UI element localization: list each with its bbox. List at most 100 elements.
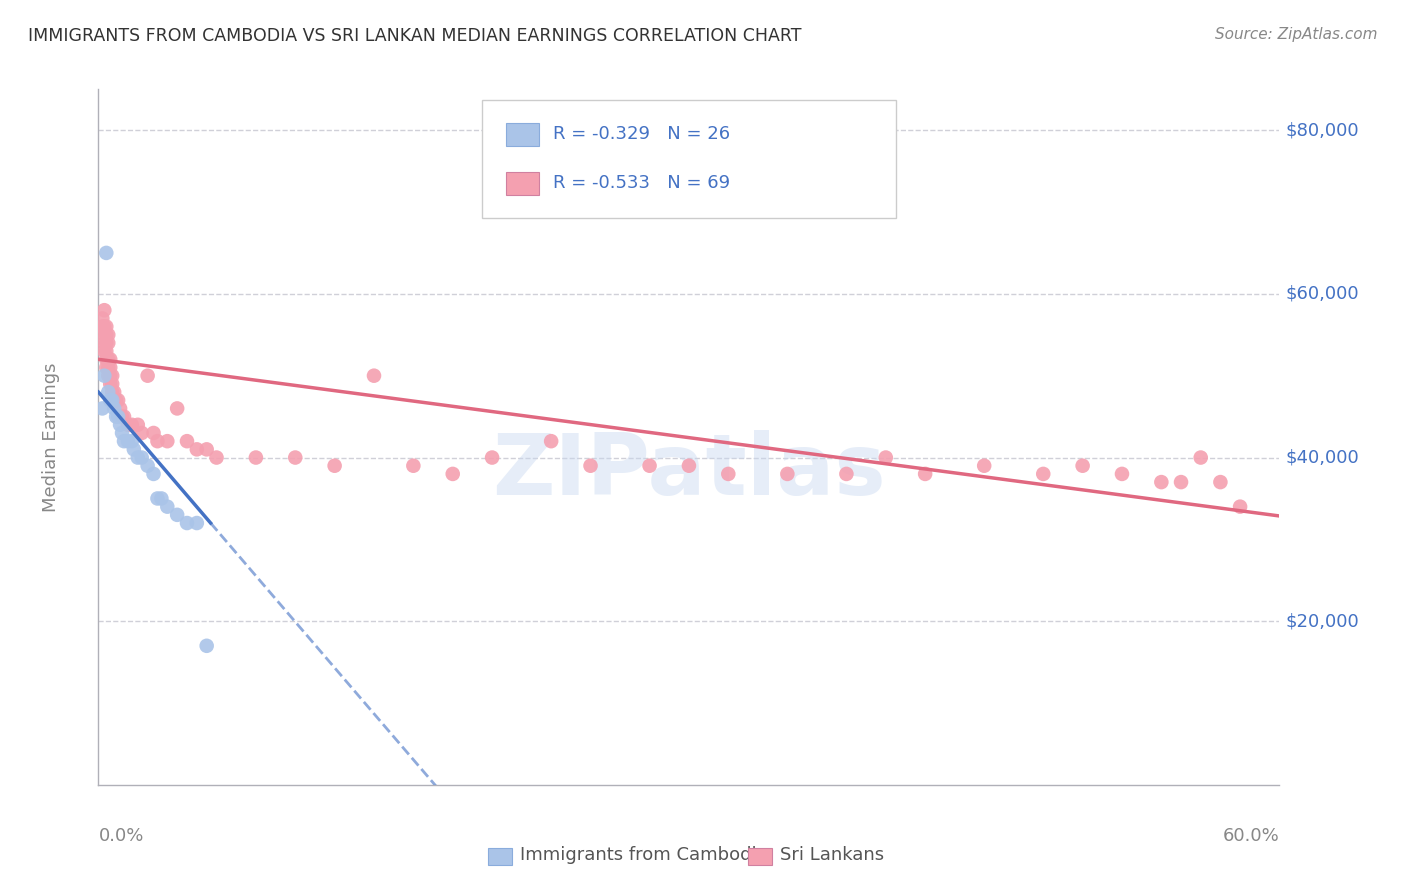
Point	[122, 442, 145, 457]
Point	[481, 450, 503, 465]
Point	[1170, 475, 1192, 489]
Point	[98, 393, 121, 408]
Point	[176, 516, 198, 530]
Point	[98, 360, 121, 375]
Point	[363, 368, 385, 383]
Point	[776, 467, 799, 481]
Point	[101, 368, 124, 383]
Point	[98, 376, 121, 391]
Point	[678, 458, 700, 473]
Point	[131, 425, 153, 440]
Point	[108, 417, 131, 432]
Point	[93, 335, 115, 350]
Point	[195, 442, 218, 457]
Point	[108, 401, 131, 416]
Text: Sri Lankans: Sri Lankans	[780, 847, 884, 864]
Text: $20,000: $20,000	[1285, 612, 1360, 631]
Point	[117, 434, 139, 449]
Point	[186, 442, 208, 457]
Point	[142, 425, 165, 440]
Point	[835, 467, 858, 481]
Point	[973, 458, 995, 473]
Point	[93, 319, 115, 334]
Point	[638, 458, 661, 473]
Text: Median Earnings: Median Earnings	[42, 362, 60, 512]
Point	[93, 327, 115, 342]
Point	[166, 508, 188, 522]
Point	[96, 327, 118, 342]
Point	[96, 352, 118, 367]
Point	[914, 467, 936, 481]
Bar	[748, 847, 772, 865]
Point	[121, 417, 143, 432]
Text: 0.0%: 0.0%	[98, 827, 143, 845]
Point	[284, 450, 307, 465]
Point	[96, 319, 118, 334]
Point	[96, 344, 118, 359]
Point	[146, 491, 169, 506]
Point	[111, 425, 134, 440]
Point	[98, 368, 121, 383]
Point	[97, 360, 120, 375]
Point	[112, 409, 135, 424]
Point	[402, 458, 425, 473]
Point	[107, 409, 129, 424]
Point	[875, 450, 897, 465]
Point	[103, 401, 125, 416]
Text: IMMIGRANTS FROM CAMBODIA VS SRI LANKAN MEDIAN EARNINGS CORRELATION CHART: IMMIGRANTS FROM CAMBODIA VS SRI LANKAN M…	[28, 27, 801, 45]
Bar	[488, 847, 512, 865]
Point	[97, 352, 120, 367]
Point	[97, 385, 120, 400]
Text: 60.0%: 60.0%	[1223, 827, 1279, 845]
Point	[93, 303, 115, 318]
Point	[186, 516, 208, 530]
Point	[105, 409, 128, 424]
Point	[96, 246, 118, 260]
Text: ZIPatlas: ZIPatlas	[492, 430, 886, 514]
Point	[96, 335, 118, 350]
Point	[323, 458, 346, 473]
FancyBboxPatch shape	[482, 100, 896, 218]
Point	[1111, 467, 1133, 481]
Text: $40,000: $40,000	[1285, 449, 1360, 467]
Point	[91, 401, 114, 416]
Point	[127, 417, 149, 432]
Point	[540, 434, 562, 449]
Point	[112, 434, 135, 449]
Text: Immigrants from Cambodia: Immigrants from Cambodia	[520, 847, 768, 864]
Point	[91, 319, 114, 334]
Text: Source: ZipAtlas.com: Source: ZipAtlas.com	[1215, 27, 1378, 42]
Point	[150, 491, 173, 506]
Point	[245, 450, 267, 465]
Point	[127, 450, 149, 465]
Point	[96, 360, 118, 375]
Point	[103, 385, 125, 400]
Text: $60,000: $60,000	[1285, 285, 1360, 303]
Point	[1032, 467, 1054, 481]
Point	[176, 434, 198, 449]
Point	[111, 409, 134, 424]
Bar	[506, 171, 538, 195]
Point	[166, 401, 188, 416]
Point	[121, 434, 143, 449]
Point	[105, 393, 128, 408]
Point	[136, 368, 159, 383]
Point	[156, 434, 179, 449]
Text: $80,000: $80,000	[1285, 121, 1360, 139]
Point	[136, 458, 159, 473]
Point	[131, 450, 153, 465]
Point	[1229, 500, 1251, 514]
Point	[1189, 450, 1212, 465]
Point	[107, 393, 129, 408]
Point	[1150, 475, 1173, 489]
Point	[101, 376, 124, 391]
Point	[156, 500, 179, 514]
Point	[97, 327, 120, 342]
Point	[117, 417, 139, 432]
Point	[717, 467, 740, 481]
Point	[1071, 458, 1094, 473]
Bar	[506, 123, 538, 146]
Point	[579, 458, 602, 473]
Point	[91, 311, 114, 326]
Point	[97, 335, 120, 350]
